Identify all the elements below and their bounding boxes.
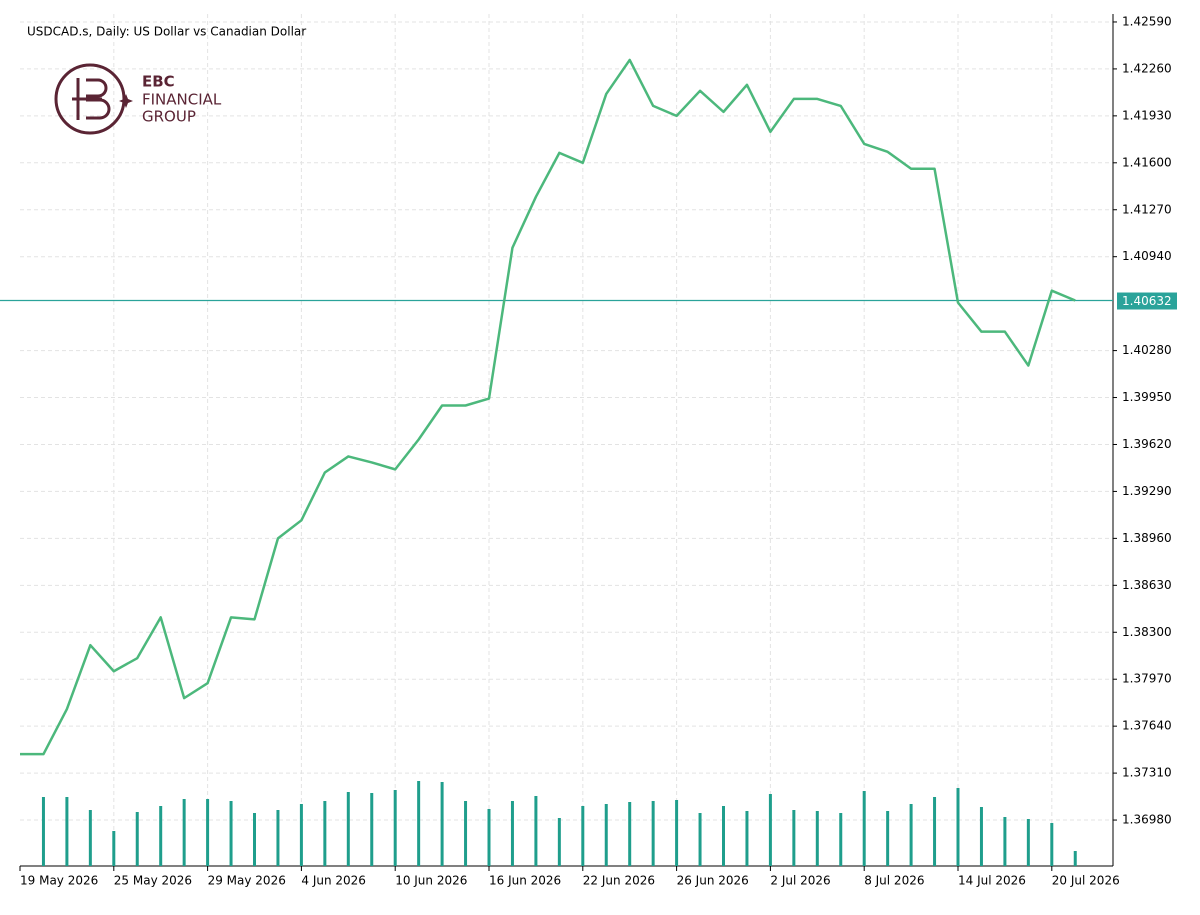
price-line xyxy=(20,58,1076,756)
y-tick-label: 1.38300 xyxy=(1122,625,1172,639)
x-tick-label: 25 May 2026 xyxy=(114,874,192,888)
y-tick-label: 1.40940 xyxy=(1122,249,1172,263)
volume-bar xyxy=(464,801,468,866)
y-tick-label: 1.37970 xyxy=(1122,672,1172,686)
current-price-box xyxy=(1117,292,1177,310)
volume-bar xyxy=(159,806,163,866)
y-tick-label: 1.39620 xyxy=(1122,437,1172,451)
volume-bar xyxy=(628,802,632,866)
volume-bar xyxy=(675,800,679,866)
volume-bar xyxy=(276,810,280,866)
y-tick-label: 1.38960 xyxy=(1122,531,1172,545)
logo-text: GROUP xyxy=(142,108,196,126)
volume-bar xyxy=(604,804,608,866)
y-tick-label: 1.39290 xyxy=(1122,484,1172,498)
volume-bar xyxy=(745,811,749,866)
volume-bar xyxy=(956,788,960,866)
y-tick-label: 1.38630 xyxy=(1122,578,1172,592)
volume-bar xyxy=(112,831,116,866)
current-price-label: 1.40632 xyxy=(1122,294,1172,308)
volume-bar xyxy=(839,813,843,866)
grid-layer xyxy=(20,14,1113,866)
x-tick-label: 4 Jun 2026 xyxy=(301,874,366,888)
logo-mark xyxy=(72,78,111,120)
volume-bar xyxy=(393,790,397,866)
volume-bar xyxy=(792,810,796,866)
volume-bar xyxy=(1026,819,1030,866)
volume-bar xyxy=(1073,851,1077,866)
volume-bar xyxy=(182,799,186,866)
volume-bar xyxy=(440,782,444,866)
volume-bar xyxy=(886,811,890,866)
y-tick-label: 1.42260 xyxy=(1122,61,1172,75)
y-tick-label: 1.40280 xyxy=(1122,343,1172,357)
chart-title: USDCAD.s, Daily: US Dollar vs Canadian D… xyxy=(27,25,306,39)
volume-bar xyxy=(933,797,937,866)
y-tick-label: 1.39950 xyxy=(1122,390,1172,404)
volume-bar xyxy=(581,806,585,866)
x-tick-label: 19 May 2026 xyxy=(20,874,98,888)
volume-bar xyxy=(253,813,256,866)
volume-bar xyxy=(487,809,491,866)
logo-text: FINANCIAL xyxy=(142,91,222,109)
volume-bar xyxy=(346,792,350,866)
x-tick-label: 20 Jul 2026 xyxy=(1052,874,1120,888)
volume-bar xyxy=(417,781,421,866)
y-tick-label: 1.37310 xyxy=(1122,766,1172,780)
volume-bar xyxy=(135,812,139,866)
volume-bar xyxy=(698,813,702,866)
volume-bar xyxy=(510,801,514,866)
y-tick-label: 1.41930 xyxy=(1122,108,1172,122)
volume-bar xyxy=(651,801,655,866)
y-tick-label: 1.37640 xyxy=(1122,719,1172,733)
x-tick-label: 22 Jun 2026 xyxy=(583,874,655,888)
volume-bar xyxy=(299,804,303,866)
volume-bar xyxy=(323,801,327,866)
volume-bar xyxy=(815,811,819,866)
volume-bar xyxy=(88,810,92,866)
x-tick-label: 10 Jun 2026 xyxy=(395,874,467,888)
volume-bar xyxy=(229,801,233,866)
x-tick-label: 14 Jul 2026 xyxy=(958,874,1026,888)
logo-text: EBC xyxy=(142,73,175,91)
x-tick-label: 2 Jul 2026 xyxy=(770,874,830,888)
x-tick-label: 16 Jun 2026 xyxy=(489,874,561,888)
x-tick-label: 26 Jun 2026 xyxy=(677,874,749,888)
logo: EBC FINANCIAL GROUP xyxy=(54,63,222,135)
volume-bar xyxy=(722,806,725,866)
volume-bar xyxy=(370,793,374,866)
volume-bar xyxy=(41,797,45,866)
volume-bar xyxy=(768,794,772,866)
x-tick-label: 8 Jul 2026 xyxy=(864,874,924,888)
volume-bar xyxy=(1003,817,1007,866)
volume-bar xyxy=(206,799,210,866)
y-tick-label: 1.36980 xyxy=(1122,813,1172,827)
volume-bar xyxy=(862,791,866,866)
volume-bar xyxy=(534,796,538,866)
logo-star xyxy=(119,94,133,108)
volume-bar xyxy=(557,818,561,866)
volume-bar xyxy=(909,804,913,866)
y-tick-label: 1.41600 xyxy=(1122,155,1172,169)
x-tick-label: 29 May 2026 xyxy=(208,874,286,888)
volume-bar xyxy=(1050,823,1054,866)
volume-bar xyxy=(65,797,69,866)
volume-bar xyxy=(979,807,983,866)
y-tick-label: 1.41270 xyxy=(1122,202,1172,216)
y-tick-label: 1.42590 xyxy=(1122,14,1172,28)
